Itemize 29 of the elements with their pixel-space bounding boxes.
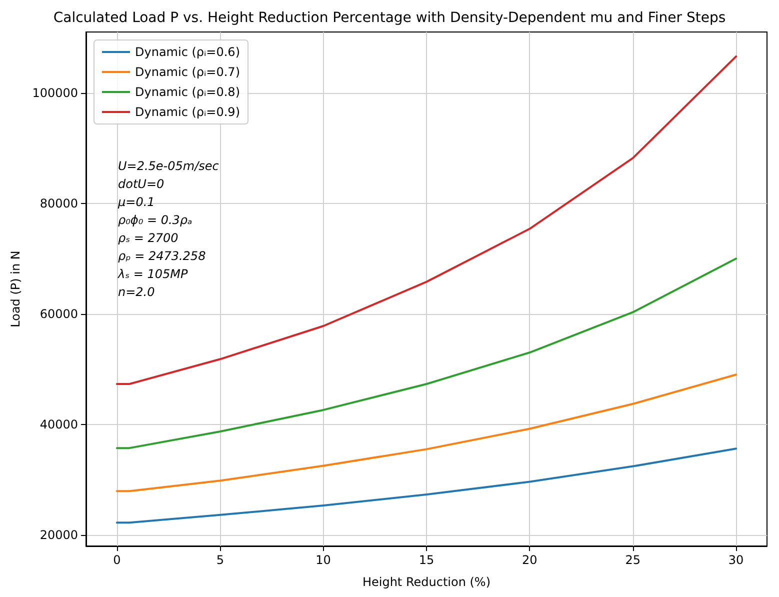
annotation: dotU=0 [118,177,164,191]
x-tick-label: 10 [316,553,331,567]
annotation: n=2.0 [118,285,156,299]
chart-title: Calculated Load P vs. Height Reduction Percentage with Density-Dependent mu and Finer Steps [53,10,726,26]
legend-label: Dynamic (ρᵢ=0.7) [135,65,240,79]
annotation: ρ₀ϕ₀ = 0.3ρₐ [118,213,193,227]
y-tick-label: 80000 [40,196,78,210]
x-tick-label: 15 [418,553,434,567]
x-tick-label: 0 [113,553,121,567]
x-tick-label: 30 [728,553,744,567]
y-tick-label: 40000 [40,417,78,432]
y-tick-label: 60000 [40,306,78,321]
y-tick-label: 20000 [40,528,78,542]
annotation: λₛ = 105MP [117,267,189,281]
x-tick-label: 5 [216,553,224,567]
annotation: ρₛ = 2700 [118,231,179,245]
x-axis-title: Height Reduction (%) [362,575,491,589]
y-axis-title: Load (P) in N [8,250,22,328]
annotation: U=2.5e-05m/sec [118,159,220,173]
legend-label: Dynamic (ρᵢ=0.8) [135,85,240,99]
x-tick-label: 25 [625,553,641,567]
annotation: ρₚ = 2473.258 [118,249,206,263]
y-tick-label: 100000 [32,86,78,100]
legend-label: Dynamic (ρᵢ=0.6) [135,45,240,59]
annotation: μ=0.1 [117,195,155,209]
x-tick-label: 20 [522,553,538,567]
line-series [116,448,738,524]
line-series [116,374,738,492]
legend-label: Dynamic (ρᵢ=0.9) [135,105,240,119]
